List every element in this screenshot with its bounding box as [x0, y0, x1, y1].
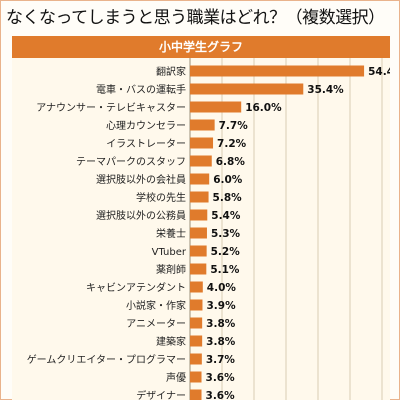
page-title: なくなってしまうと思う職業はどれ？（複数選択）: [6, 8, 385, 28]
bar: [190, 371, 202, 383]
category-label: アニメーター: [126, 318, 186, 330]
category-label: ゲームクリエイター・プログラマー: [27, 353, 186, 366]
value-label: 4.0%: [207, 282, 237, 294]
category-label: イラストレーター: [106, 138, 186, 150]
bar: [190, 353, 202, 365]
category-label: 選択肢以外の公務員: [96, 209, 186, 222]
bar: [190, 317, 203, 329]
value-label: 6.8%: [216, 156, 246, 168]
category-label: 小説家・作家: [126, 299, 186, 312]
bar: [190, 83, 304, 95]
bar: [190, 281, 203, 293]
value-label: 3.8%: [206, 336, 236, 348]
category-label: 電車・バスの運転手: [96, 83, 186, 96]
category-label: 栄養士: [156, 227, 186, 240]
bar: [190, 65, 365, 77]
category-label: 声優: [166, 371, 186, 384]
category-label: 建築家: [156, 335, 186, 348]
category-label: 心理カウンセラー: [106, 120, 186, 132]
category-label: キャビンアテンダント: [86, 281, 186, 294]
bar: [190, 101, 242, 113]
value-label: 54.4%: [368, 66, 390, 78]
bar: [190, 137, 214, 149]
value-label: 7.7%: [219, 120, 249, 132]
bar: [190, 245, 207, 257]
bar: [190, 209, 208, 221]
value-label: 5.4%: [211, 210, 241, 222]
category-label: 薬剤師: [156, 263, 186, 276]
bar: [190, 191, 209, 203]
bar-chart: 翻訳家 54.4% 電車・バスの運転手 35.4% アナウンサー・テレビキャスター 16.…: [27, 58, 390, 400]
value-label: 5.3%: [211, 228, 241, 240]
value-label: 3.8%: [206, 318, 236, 330]
value-label: 5.1%: [210, 264, 240, 276]
bar: [190, 119, 215, 131]
value-label: 35.4%: [307, 84, 344, 96]
chart-panel: 翻訳家 54.4% 電車・バスの運転手 35.4% アナウンサー・テレビキャスター 16.…: [12, 58, 390, 400]
bar: [190, 155, 212, 167]
bar: [190, 263, 207, 275]
category-label: 学校の先生: [136, 191, 186, 204]
chart-title: 小中学生グラフ: [12, 36, 390, 58]
category-label: アナウンサー・テレビキャスター: [36, 102, 186, 114]
value-label: 16.0%: [245, 102, 282, 114]
category-label: 選択肢以外の会社員: [96, 173, 186, 186]
value-label: 5.2%: [211, 246, 241, 258]
bar: [190, 389, 202, 400]
bar: [190, 299, 203, 311]
category-label: 翻訳家: [156, 65, 186, 78]
value-label: 5.8%: [213, 192, 243, 204]
value-label: 3.6%: [206, 372, 236, 384]
value-label: 7.2%: [217, 138, 247, 150]
bar: [190, 227, 207, 239]
value-label: 3.9%: [206, 300, 236, 312]
value-label: 3.6%: [206, 390, 236, 400]
value-label: 6.0%: [213, 174, 243, 186]
bar: [190, 173, 210, 185]
category-label: テーマパークのスタッフ: [76, 156, 186, 168]
bar: [190, 335, 203, 347]
category-label: デザイナー: [136, 389, 186, 400]
value-label: 3.7%: [206, 354, 236, 366]
category-label: VTuber: [152, 247, 187, 258]
